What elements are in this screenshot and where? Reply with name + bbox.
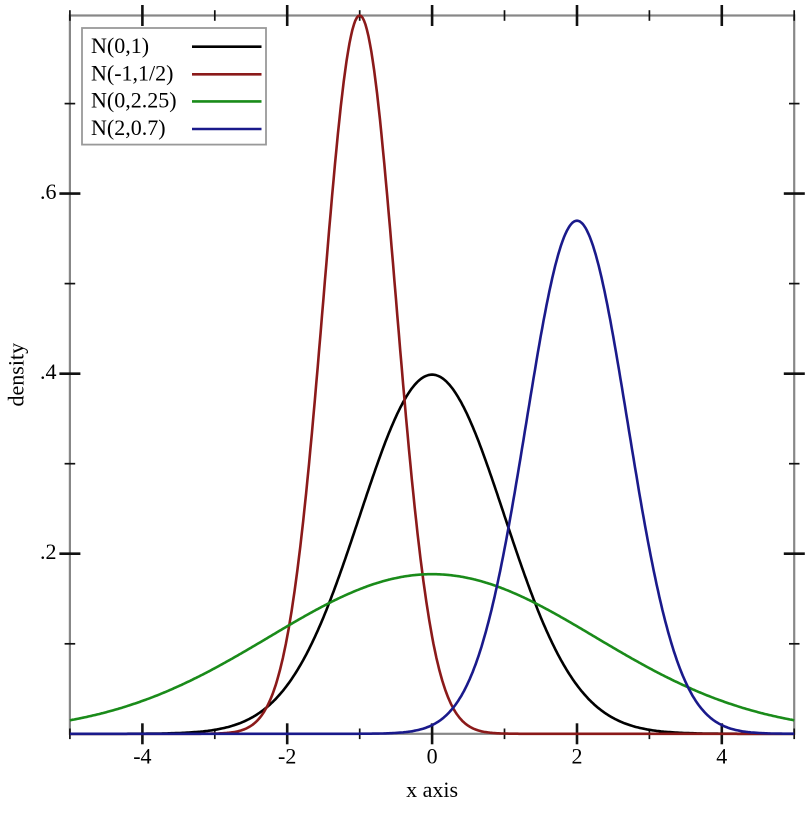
svg-text:-2: -2 — [278, 744, 296, 769]
svg-text:4: 4 — [716, 744, 727, 769]
svg-text:.4: .4 — [40, 359, 57, 384]
svg-text:0: 0 — [427, 744, 438, 769]
svg-text:N(2,0.7): N(2,0.7) — [91, 115, 166, 140]
svg-text:2: 2 — [572, 744, 583, 769]
svg-text:x axis: x axis — [406, 777, 458, 802]
svg-text:N(0,2.25): N(0,2.25) — [91, 88, 177, 113]
svg-text:N(0,1): N(0,1) — [91, 33, 149, 58]
svg-text:N(-1,1/2): N(-1,1/2) — [91, 61, 173, 86]
svg-text:-4: -4 — [133, 744, 151, 769]
svg-text:.2: .2 — [40, 539, 57, 564]
svg-text:density: density — [4, 343, 29, 407]
svg-text:.6: .6 — [40, 179, 57, 204]
